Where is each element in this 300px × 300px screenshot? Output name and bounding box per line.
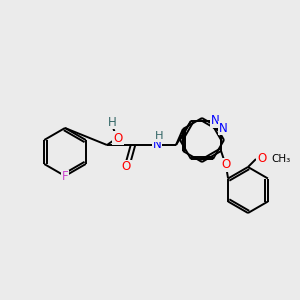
Text: N: N bbox=[211, 114, 219, 128]
Text: F: F bbox=[62, 170, 68, 184]
Text: O: O bbox=[113, 131, 123, 145]
Text: N: N bbox=[153, 139, 161, 152]
Text: O: O bbox=[221, 158, 231, 172]
Text: O: O bbox=[122, 160, 130, 173]
Text: N: N bbox=[219, 122, 227, 134]
Text: CH₃: CH₃ bbox=[271, 154, 290, 164]
Text: H: H bbox=[155, 131, 163, 141]
Text: H: H bbox=[108, 116, 116, 128]
Text: O: O bbox=[257, 152, 267, 166]
